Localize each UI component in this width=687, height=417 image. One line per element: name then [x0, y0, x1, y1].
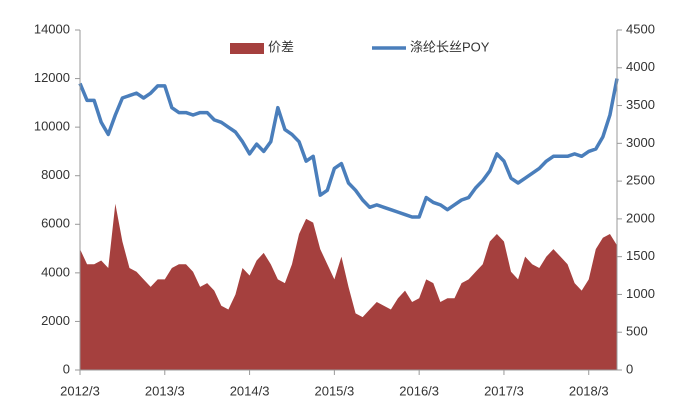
- y-tick-label: 6000: [41, 216, 70, 231]
- x-tick-label: 2013/3: [145, 383, 185, 398]
- y2-tick-label: 2500: [626, 173, 655, 188]
- y2-tick-label: 500: [626, 324, 648, 339]
- legend-label: 涤纶长丝POY: [410, 39, 490, 54]
- y2-tick-label: 1500: [626, 248, 655, 263]
- y2-tick-label: 4500: [626, 21, 655, 36]
- line: [78, 78, 619, 219]
- y-tick-label: 0: [63, 361, 70, 376]
- y-tick-label: 10000: [34, 119, 70, 134]
- y2-tick-label: 2000: [626, 210, 655, 225]
- x-tick-label: 2014/3: [230, 383, 270, 398]
- y-tick-label: 2000: [41, 313, 70, 328]
- y-tick-label: 12000: [34, 70, 70, 85]
- y-tick-label: 4000: [41, 264, 70, 279]
- y2-tick-label: 3500: [626, 97, 655, 112]
- legend-label: 价差: [268, 39, 294, 54]
- x-tick-label: 2015/3: [314, 383, 354, 398]
- y2-tick-label: 4000: [626, 59, 655, 74]
- y2-tick-label: 1000: [626, 286, 655, 301]
- x-tick-label: 2017/3: [484, 383, 524, 398]
- legend-swatch: [230, 43, 264, 54]
- y2-tick-label: 0: [626, 361, 633, 376]
- y2-tick-label: 3000: [626, 135, 655, 150]
- x-tick-label: 2018/3: [569, 383, 609, 398]
- y-tick-label: 14000: [34, 21, 70, 36]
- x-tick-label: 2016/3: [399, 383, 439, 398]
- area: [80, 203, 617, 370]
- y-tick-label: 8000: [41, 167, 70, 182]
- x-tick-label: 2012/3: [60, 383, 100, 398]
